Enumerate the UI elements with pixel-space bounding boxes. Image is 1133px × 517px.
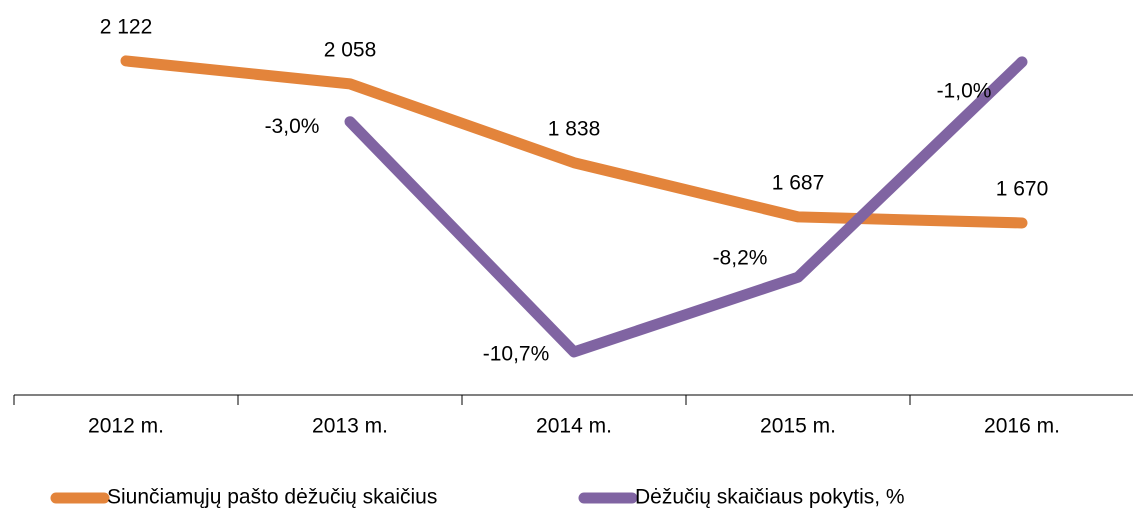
data-label: -8,2% [713, 247, 768, 270]
data-label: -3,0% [265, 115, 320, 138]
series-line [120, 55, 1028, 229]
data-label: 1 838 [548, 117, 601, 140]
data-label: 1 670 [996, 177, 1049, 200]
x-tick-label: 2012 m. [88, 415, 164, 438]
x-tick-label: 2016 m. [984, 415, 1060, 438]
x-tick-label: 2014 m. [536, 415, 612, 438]
legend-label: Dėžučių skaičiaus pokytis, % [635, 486, 905, 509]
data-label: -10,7% [483, 342, 550, 365]
data-label: 2 122 [100, 15, 153, 38]
legend-label: Siunčiamųjų pašto dėžučių skaičius [107, 486, 437, 509]
data-label: 2 058 [324, 38, 377, 61]
data-label: 1 687 [772, 171, 825, 194]
x-tick-label: 2015 m. [760, 415, 836, 438]
data-label: -1,0% [937, 79, 992, 102]
series-line [344, 56, 1028, 358]
x-tick-label: 2013 m. [312, 415, 388, 438]
